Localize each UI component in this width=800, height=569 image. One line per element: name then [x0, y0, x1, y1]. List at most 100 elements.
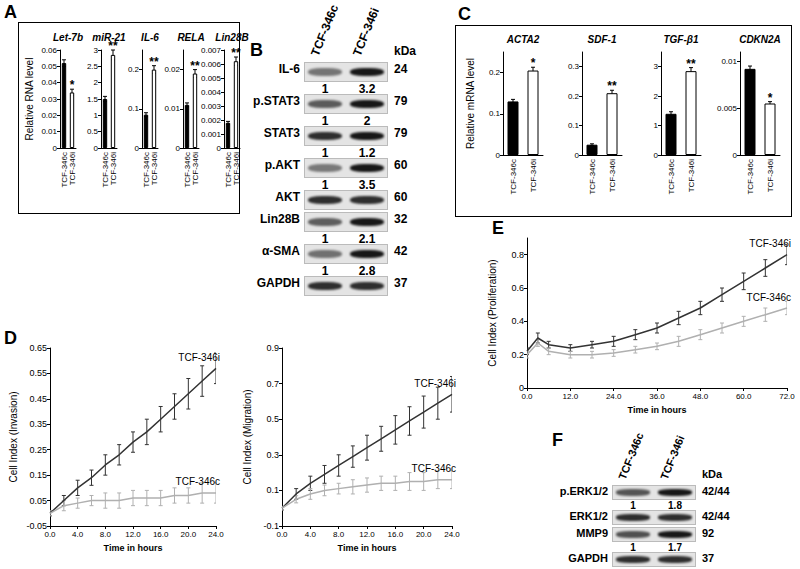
svg-text:TCF-346i: TCF-346i	[608, 159, 617, 193]
svg-text:24.0: 24.0	[606, 392, 622, 401]
svg-text:0.7: 0.7	[266, 379, 279, 389]
svg-text:72.0: 72.0	[779, 392, 795, 401]
svg-text:TCF-346c: TCF-346c	[667, 159, 676, 195]
svg-text:0.005: 0.005	[717, 104, 738, 113]
svg-text:**: **	[607, 79, 617, 93]
svg-text:8.0: 8.0	[100, 530, 112, 539]
svg-text:1.5: 1.5	[87, 95, 99, 104]
svg-text:**: **	[190, 59, 200, 73]
svg-text:0: 0	[496, 151, 501, 160]
svg-text:20.0: 20.0	[416, 530, 432, 539]
svg-text:TCF-346c: TCF-346c	[747, 292, 791, 303]
svg-text:*: *	[531, 56, 536, 70]
svg-text:1: 1	[654, 121, 659, 130]
svg-text:0.35: 0.35	[29, 419, 47, 429]
svg-text:0.02: 0.02	[164, 65, 180, 74]
svg-text:0.2: 0.2	[489, 68, 501, 77]
svg-text:0: 0	[575, 151, 580, 160]
svg-text:*: *	[70, 78, 75, 92]
svg-text:0.1: 0.1	[489, 109, 501, 118]
svg-text:2: 2	[654, 92, 659, 101]
svg-text:12.0: 12.0	[563, 392, 579, 401]
svg-text:TCF-346i: TCF-346i	[109, 152, 118, 186]
svg-text:0.15: 0.15	[29, 470, 47, 480]
svg-text:24.0: 24.0	[208, 530, 224, 539]
svg-text:0.5: 0.5	[266, 414, 279, 424]
svg-text:IL-6: IL-6	[141, 32, 159, 43]
svg-text:16.0: 16.0	[388, 530, 404, 539]
svg-text:TCF-346i: TCF-346i	[529, 159, 538, 193]
svg-text:48.0: 48.0	[693, 392, 709, 401]
svg-text:0: 0	[53, 144, 58, 153]
svg-text:TGF-β1: TGF-β1	[663, 34, 699, 45]
svg-text:0.006: 0.006	[201, 60, 222, 69]
svg-text:2: 2	[94, 78, 99, 87]
svg-text:Relative mRNA level: Relative mRNA level	[465, 58, 476, 149]
svg-text:0.6: 0.6	[511, 283, 524, 293]
svg-text:0.03: 0.03	[41, 95, 57, 104]
svg-text:20.0: 20.0	[181, 530, 197, 539]
svg-text:2.5: 2.5	[87, 62, 99, 71]
svg-text:0.003: 0.003	[201, 102, 222, 111]
svg-text:TCF-346i: TCF-346i	[414, 378, 456, 389]
svg-text:0.05: 0.05	[29, 496, 47, 506]
svg-text:0.1: 0.1	[266, 485, 279, 495]
svg-text:Time in hours: Time in hours	[104, 543, 163, 553]
svg-text:TCF-346c: TCF-346c	[412, 463, 456, 474]
svg-text:*: *	[768, 91, 773, 105]
svg-text:4.0: 4.0	[305, 530, 317, 539]
svg-text:0.2: 0.2	[128, 65, 140, 74]
svg-text:0.3: 0.3	[568, 62, 580, 71]
svg-text:12.0: 12.0	[125, 530, 141, 539]
svg-text:CDKN2A: CDKN2A	[739, 34, 781, 45]
svg-text:0.06: 0.06	[41, 46, 57, 55]
svg-text:TCF-346i: TCF-346i	[191, 152, 200, 186]
svg-text:0.4: 0.4	[511, 316, 524, 326]
svg-text:36.0: 36.0	[649, 392, 665, 401]
svg-text:0.55: 0.55	[29, 368, 47, 378]
svg-text:TCF-346c: TCF-346c	[176, 476, 220, 487]
svg-text:Time in hours: Time in hours	[338, 543, 397, 553]
svg-text:TCF-346i: TCF-346i	[150, 152, 159, 186]
svg-text:0: 0	[654, 151, 659, 160]
svg-text:0.007: 0.007	[201, 46, 222, 55]
svg-text:Relative RNA level: Relative RNA level	[24, 58, 35, 141]
svg-text:**: **	[149, 55, 159, 69]
svg-text:TCF-346c: TCF-346c	[746, 159, 755, 195]
svg-text:0.45: 0.45	[29, 394, 47, 404]
svg-text:0: 0	[217, 144, 222, 153]
svg-text:Cell Index (Invasion): Cell Index (Invasion)	[8, 391, 19, 482]
svg-text:Let-7b: Let-7b	[53, 32, 83, 43]
svg-text:24.0: 24.0	[444, 530, 460, 539]
svg-text:TCF-346i: TCF-346i	[232, 152, 241, 186]
svg-text:0: 0	[176, 144, 181, 153]
svg-text:0: 0	[135, 144, 140, 153]
svg-text:0.1: 0.1	[128, 104, 140, 113]
svg-text:0: 0	[94, 144, 99, 153]
svg-text:0.005: 0.005	[201, 74, 222, 83]
svg-text:**: **	[108, 39, 118, 53]
svg-text:0.65: 0.65	[29, 343, 47, 353]
svg-text:60.0: 60.0	[736, 392, 752, 401]
svg-text:3: 3	[654, 62, 659, 71]
svg-text:0.25: 0.25	[29, 445, 47, 455]
svg-text:12.0: 12.0	[359, 530, 375, 539]
svg-text:1: 1	[94, 111, 99, 120]
svg-text:0.004: 0.004	[201, 88, 222, 97]
svg-text:**: **	[231, 46, 241, 60]
svg-text:Lin28B: Lin28B	[215, 32, 248, 43]
svg-text:0.0: 0.0	[521, 392, 533, 401]
svg-text:TCF-346i: TCF-346i	[749, 238, 791, 249]
svg-text:0.002: 0.002	[201, 116, 222, 125]
svg-text:0.9: 0.9	[266, 343, 279, 353]
svg-text:**: **	[686, 57, 696, 71]
svg-text:0.8: 0.8	[511, 250, 524, 260]
svg-text:0.0: 0.0	[276, 530, 288, 539]
svg-text:0.01: 0.01	[721, 57, 737, 66]
svg-text:0.01: 0.01	[41, 127, 57, 136]
svg-text:4.0: 4.0	[72, 530, 84, 539]
svg-text:TCF-346i: TCF-346i	[178, 352, 220, 363]
svg-text:0.001: 0.001	[201, 130, 222, 139]
svg-text:RELA: RELA	[177, 32, 204, 43]
svg-text:TCF-346c: TCF-346c	[509, 159, 518, 195]
